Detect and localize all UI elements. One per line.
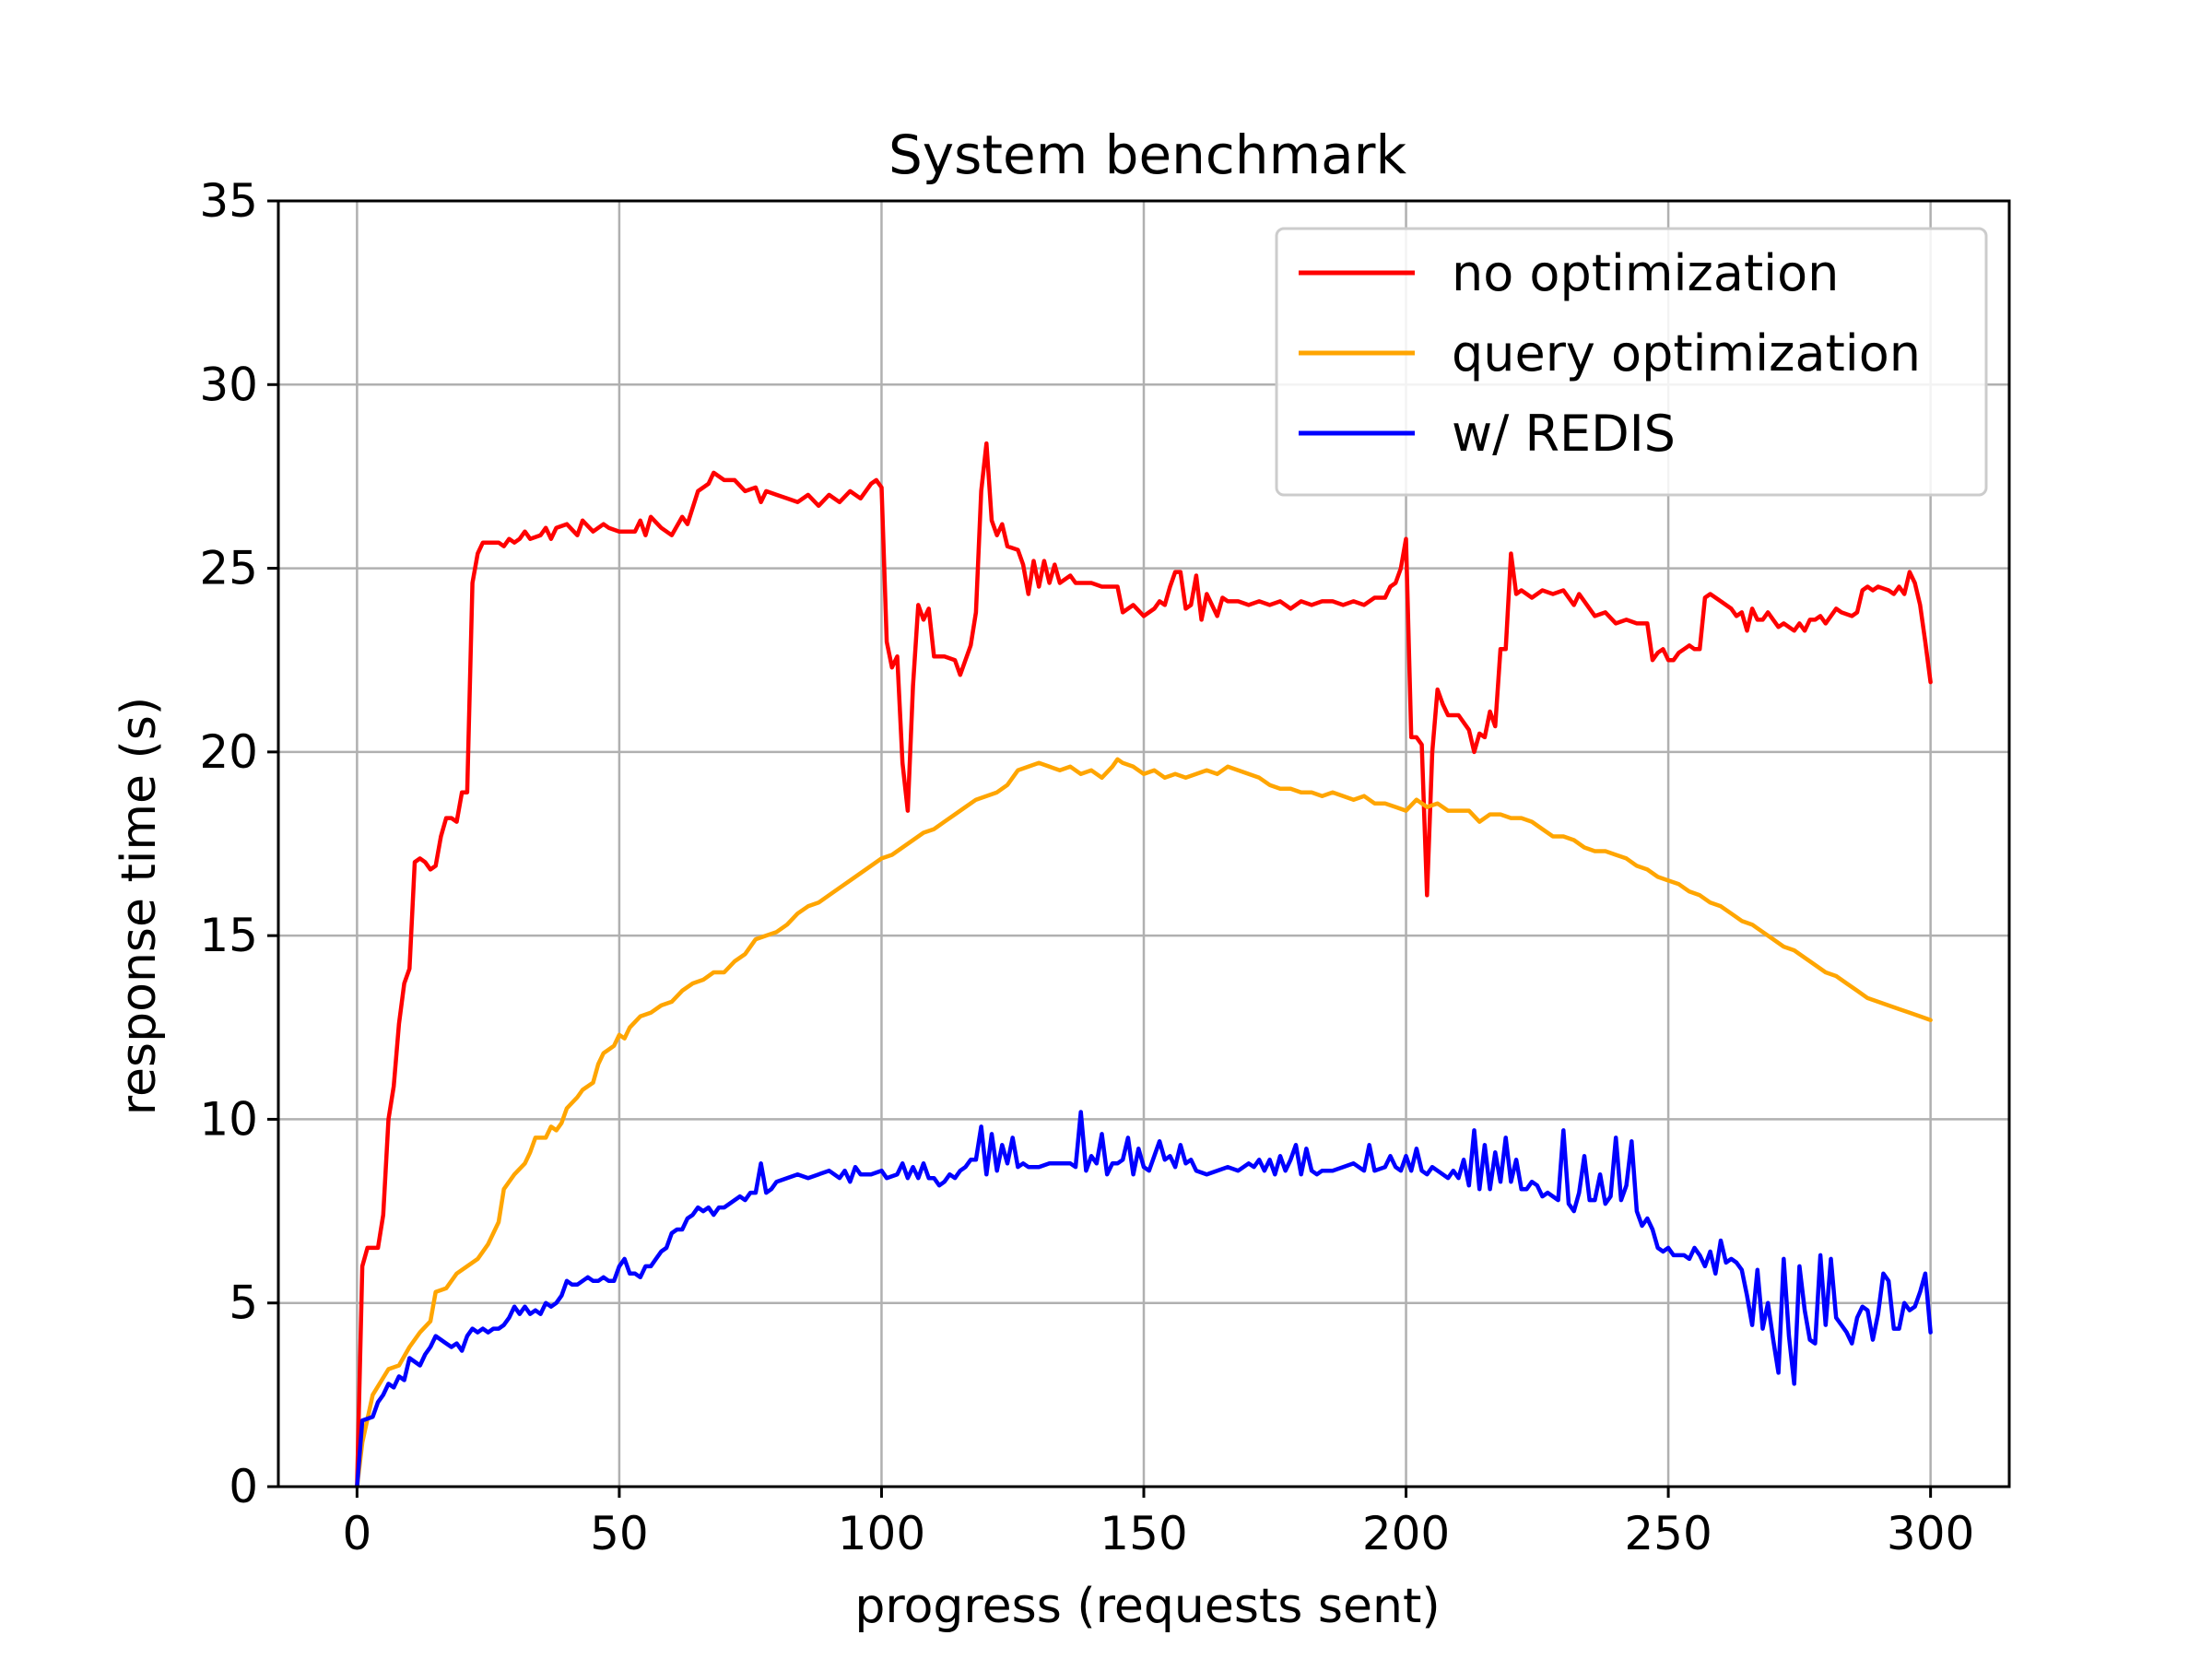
legend-label: query optimization (1452, 324, 1921, 382)
x-tick-label: 150 (1100, 1507, 1187, 1560)
series-line-no-optimization (355, 441, 1933, 1489)
y-tick-label: 15 (199, 909, 258, 962)
series-line-w-redis (355, 1110, 1933, 1489)
y-axis-label: response time (s) (112, 697, 167, 1115)
y-tick-label: 35 (199, 174, 258, 228)
x-axis-label: progress (requests sent) (854, 1579, 1440, 1634)
series-line-query-optimization (355, 757, 1933, 1489)
y-tick-label: 5 (229, 1277, 258, 1330)
x-tick-label: 0 (342, 1507, 371, 1560)
legend: no optimization query optimization w/ REDI… (1275, 227, 1988, 497)
x-axis-ticks: 0 50 100 150 200 250 300 (342, 1487, 1974, 1560)
x-tick-label: 200 (1362, 1507, 1450, 1560)
y-tick-label: 25 (199, 542, 258, 595)
legend-box (1275, 227, 1988, 497)
chart-title: System benchmark (888, 124, 1407, 186)
y-tick-label: 20 (199, 725, 258, 779)
series-lines (355, 441, 1933, 1489)
x-tick-label: 100 (838, 1507, 925, 1560)
x-tick-label: 250 (1624, 1507, 1712, 1560)
y-tick-label: 10 (199, 1092, 258, 1146)
y-axis-ticks: 0 5 10 15 20 25 30 35 (199, 174, 278, 1513)
x-tick-label: 300 (1887, 1507, 1974, 1560)
x-tick-label: 50 (590, 1507, 649, 1560)
y-tick-label: 0 (229, 1460, 258, 1513)
y-tick-label: 30 (199, 358, 258, 411)
legend-label: no optimization (1452, 244, 1839, 302)
legend-label: w/ REDIS (1452, 405, 1676, 463)
